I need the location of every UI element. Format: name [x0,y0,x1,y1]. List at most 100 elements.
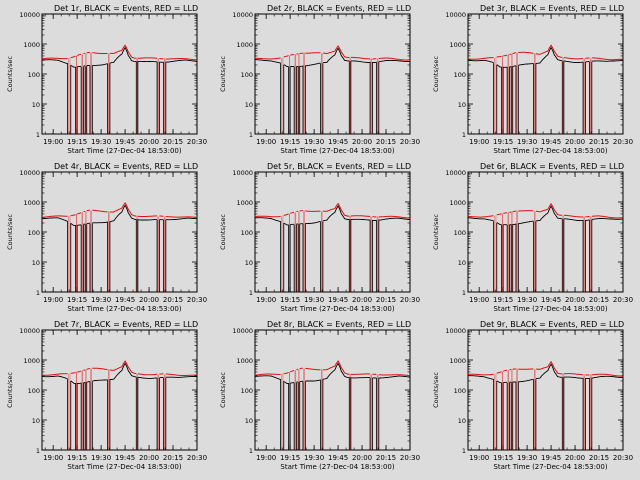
series-line-events [42,362,197,384]
x-tick-label: 19:45 [541,296,561,304]
x-tick-label: 19:30 [517,138,537,146]
plot-frame [41,13,198,135]
panel-det-8: Det 8r, BLACK = Events, RED = LLD 1 10 100 1… [219,320,420,471]
x-tick-label: 19:30 [304,454,324,462]
y-tick-label: 10000 [232,327,253,335]
x-tick-label: 20:00 [565,296,585,304]
y-tick-label: 10000 [445,169,466,177]
series-line-events [468,205,623,226]
x-tick-label: 19:45 [541,138,561,146]
x-tick-label: 20:00 [565,454,585,462]
y-tick-label: 1 [36,447,40,455]
y-tick-label: 1 [249,131,253,139]
y-tick-label: 10 [458,101,466,109]
y-tick-label: 100 [454,229,466,237]
x-tick-label: 19:00 [256,138,276,146]
series-line-lld [468,360,623,377]
x-tick-label: 20:00 [139,296,159,304]
panel-det-1: Det 1r, BLACK = Events, RED = LLD 1 10 100 1… [6,4,207,155]
y-tick-label: 1 [249,447,253,455]
series-line-events [468,46,623,68]
x-tick-label: 20:15 [163,454,183,462]
panel-title: Det 4r, BLACK = Events, RED = LLD [54,162,198,171]
y-tick-label: 1 [462,447,466,455]
series-line-events [254,205,411,226]
x-tick-label: 19:30 [91,296,111,304]
x-tick-label: 20:15 [376,454,396,462]
series-line-lld [254,360,411,377]
y-tick-label: 10000 [232,11,253,19]
plot-frame [254,171,411,293]
x-tick-label: 19:15 [280,138,300,146]
x-tick-label: 20:15 [589,454,609,462]
x-tick-label: 19:15 [67,454,87,462]
x-tick-label: 19:30 [91,138,111,146]
y-tick-label: 10 [32,417,40,425]
x-axis-label: Start Time (27-Dec-04 18:53:00) [280,147,394,155]
series-line-lld [255,44,410,61]
panel-title: Det 3r, BLACK = Events, RED = LLD [480,4,624,13]
x-tick-label: 20:15 [376,138,396,146]
y-tick-label: 1 [462,131,466,139]
y-axis-label: Counts/sec [432,56,440,92]
panel-det-6: Det 6r, BLACK = Events, RED = LLD 1 10 100 1… [432,162,633,313]
x-tick-label: 19:00 [43,296,63,304]
x-tick-label: 19:00 [256,454,276,462]
y-tick-label: 1000 [236,357,253,365]
y-tick-label: 10 [458,259,466,267]
x-tick-label: 19:45 [328,296,348,304]
panel-det-9: Det 9r, BLACK = Events, RED = LLD 1 10 100 1… [432,320,633,471]
x-axis-label: Start Time (27-Dec-04 18:53:00) [493,147,607,155]
x-tick-label: 20:30 [187,138,207,146]
y-axis-label: Counts/sec [219,56,227,92]
x-axis-label: Start Time (27-Dec-04 18:53:00) [493,463,607,471]
x-tick-label: 20:15 [589,296,609,304]
plot-frame [41,329,198,451]
series-line-lld [468,202,624,219]
x-tick-label: 20:00 [352,138,372,146]
y-tick-label: 100 [241,229,253,237]
y-tick-label: 1 [36,131,40,139]
y-tick-label: 100 [454,71,466,79]
y-tick-label: 100 [241,387,253,395]
series-line-lld [254,202,410,219]
panel-title: Det 5r, BLACK = Events, RED = LLD [267,162,411,171]
x-tick-label: 20:15 [376,296,396,304]
x-tick-label: 20:00 [139,454,159,462]
panel-det-3: Det 3r, BLACK = Events, RED = LLD 1 10 100 1… [432,4,633,155]
y-tick-label: 10000 [445,11,466,19]
plot-frame [467,13,624,135]
panel-title: Det 7r, BLACK = Events, RED = LLD [54,320,198,329]
y-tick-label: 10000 [19,11,40,19]
x-tick-label: 19:45 [115,296,135,304]
y-tick-label: 1000 [449,199,466,207]
x-axis-label: Start Time (27-Dec-04 18:53:00) [280,305,394,313]
y-tick-label: 100 [28,71,40,79]
x-tick-label: 19:30 [517,296,537,304]
y-tick-label: 100 [454,387,466,395]
series-line-lld [42,360,197,376]
y-tick-label: 1000 [236,199,253,207]
x-axis-label: Start Time (27-Dec-04 18:53:00) [280,463,394,471]
x-tick-label: 19:15 [67,138,87,146]
y-tick-label: 100 [28,387,40,395]
x-tick-label: 19:45 [541,454,561,462]
series-line-events [254,362,410,384]
series-line-lld [42,202,197,218]
x-tick-label: 19:15 [493,296,513,304]
x-axis-label: Start Time (27-Dec-04 18:53:00) [67,147,181,155]
x-tick-label: 20:30 [187,454,207,462]
x-tick-label: 19:00 [43,138,63,146]
x-tick-label: 19:15 [280,454,300,462]
panel-title: Det 2r, BLACK = Events, RED = LLD [267,4,411,13]
x-tick-label: 20:00 [352,296,372,304]
panel-title: Det 8r, BLACK = Events, RED = LLD [267,320,411,329]
series-line-events [42,204,198,227]
y-tick-label: 1000 [449,357,466,365]
x-tick-label: 20:00 [139,138,159,146]
x-tick-label: 19:00 [469,454,489,462]
y-axis-label: Counts/sec [219,214,227,250]
x-tick-label: 19:15 [280,296,300,304]
x-axis-label: Start Time (27-Dec-04 18:53:00) [67,305,181,313]
